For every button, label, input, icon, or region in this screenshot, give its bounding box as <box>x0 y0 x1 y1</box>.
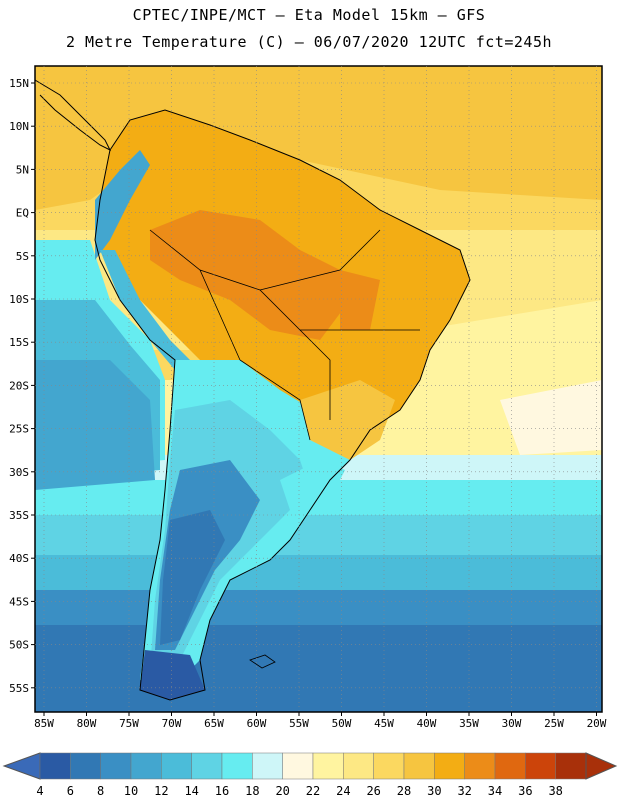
colorbar-cell <box>494 752 526 780</box>
map-frame <box>34 65 603 713</box>
colorbar-level-label: 12 <box>154 784 168 798</box>
colorbar-cell <box>373 752 405 780</box>
atlantic-light <box>500 380 602 455</box>
colorbar-cell <box>464 752 496 780</box>
caribbean-warm <box>35 66 602 210</box>
lon-tick-label: 80W <box>77 717 97 730</box>
colorbar-level-label: 6 <box>67 784 74 798</box>
colorbar: 4 6 8 10 12 14 16 18 20 22 24 26 28 30 32 34 36 38 <box>2 752 618 798</box>
lat-tick-label: 5N <box>16 163 29 176</box>
colorbar-cell <box>252 752 283 780</box>
colorbar-level-label: 24 <box>336 784 350 798</box>
lon-tick-label: 20W <box>587 717 607 730</box>
colorbar-cell <box>191 752 223 780</box>
colorbar-level-label: 10 <box>124 784 138 798</box>
lat-tick-label: 35S <box>9 509 29 522</box>
colorbar-cell <box>39 752 71 780</box>
lat-tick-label: 20S <box>9 379 29 392</box>
colorbar-level-label: 4 <box>36 784 43 798</box>
lat-tick-label: 25S <box>9 423 29 436</box>
andes-north <box>95 150 150 260</box>
colorbar-cell <box>70 752 101 780</box>
lon-tick-label: 65W <box>204 717 224 730</box>
lat-lon-grid <box>35 66 602 712</box>
colorbar-level-label: 26 <box>366 784 380 798</box>
chart-title-line-2: 2 Metre Temperature (C) – 06/07/2020 12U… <box>65 33 553 51</box>
lon-tick-label: 60W <box>247 717 267 730</box>
colorbar-cell <box>282 752 314 780</box>
lon-tick-label: 25W <box>544 717 564 730</box>
lon-tick-label: 85W <box>34 717 54 730</box>
colorbar-cell <box>161 752 192 780</box>
colorbar-over-arrow <box>585 752 618 780</box>
colorbar-cells <box>39 752 587 780</box>
colorbar-level-label: 28 <box>397 784 411 798</box>
colorbar-cell <box>525 752 556 780</box>
band-12-14 <box>35 515 602 560</box>
colorbar-cell <box>312 752 344 780</box>
lon-tick-label: 45W <box>374 717 394 730</box>
colorbar-level-label: 38 <box>548 784 562 798</box>
colorbar-level-label: 20 <box>275 784 289 798</box>
lat-tick-label: 10N <box>9 120 29 133</box>
colorbar-cell <box>434 752 465 780</box>
lon-tick-label: 30W <box>502 717 522 730</box>
lon-tick-label: 70W <box>162 717 182 730</box>
chart-title-line-1: CPTEC/INPE/MCT – Eta Model 15km – GFS <box>132 6 486 24</box>
lon-tick-label: 50W <box>332 717 352 730</box>
colorbar-under-arrow <box>2 752 41 780</box>
lat-tick-label: 40S <box>9 552 29 565</box>
colorbar-cell <box>221 752 253 780</box>
lon-tick-label: 75W <box>119 717 139 730</box>
longitude-tick-labels: 85W 80W 75W 70W 65W 60W 55W 50W 45W 40W 35W 30W 25W 2… <box>34 712 607 730</box>
colorbar-level-label: 34 <box>488 784 502 798</box>
colorbar-cell <box>403 752 435 780</box>
band-6-8 <box>35 625 602 712</box>
band-10-12 <box>35 555 602 595</box>
lon-tick-label: 35W <box>459 717 479 730</box>
country-borders <box>149 229 420 441</box>
colorbar-level-label: 32 <box>457 784 471 798</box>
lat-tick-label: EQ <box>16 207 29 220</box>
lon-tick-label: 55W <box>289 717 309 730</box>
central-america-coast <box>34 79 112 152</box>
pacific-colder <box>35 360 155 490</box>
colorbar-level-label: 16 <box>215 784 229 798</box>
colorbar-level-label: 14 <box>184 784 198 798</box>
lon-tick-label: 40W <box>417 717 437 730</box>
colorbar-level-label: 8 <box>97 784 104 798</box>
uruguay-cool <box>280 460 345 510</box>
patagonia-coldest <box>160 510 225 645</box>
colorbar-labels: 4 6 8 10 12 14 16 18 20 22 24 26 28 30 32 34 36 38 <box>36 784 563 798</box>
colorbar-cell <box>555 752 587 780</box>
amazon-hottest <box>150 210 350 340</box>
coastline <box>94 109 471 701</box>
latitude-tick-labels: 15N 10N 5N EQ 5S 10S 15S 20S 25S 30S 35S 40S 45S 50S 5… <box>9 77 35 695</box>
andes-central <box>100 250 190 370</box>
lat-tick-label: 5S <box>16 250 29 263</box>
southeast-brazil <box>300 380 395 460</box>
colorbar-cell <box>130 752 162 780</box>
band-8-10 <box>35 590 602 630</box>
lat-tick-label: 15S <box>9 336 29 349</box>
colorbar-cell <box>343 752 374 780</box>
central-brazil-hot <box>340 270 380 330</box>
tierra-del-fuego <box>140 650 205 700</box>
lat-tick-label: 45S <box>9 595 29 608</box>
lat-tick-label: 30S <box>9 466 29 479</box>
colorbar-level-label: 22 <box>306 784 320 798</box>
colorbar-cell <box>100 752 132 780</box>
colorbar-level-label: 30 <box>427 784 441 798</box>
lat-tick-label: 15N <box>9 77 29 90</box>
colorbar-level-label: 18 <box>245 784 259 798</box>
temperature-field <box>35 66 602 712</box>
temperature-map: 15N 10N 5N EQ 5S 10S 15S 20S 25S 30S 35S 40S 45S 50S 5… <box>9 65 607 730</box>
lat-tick-label: 10S <box>9 293 29 306</box>
lat-tick-label: 50S <box>9 639 29 652</box>
colorbar-level-label: 36 <box>518 784 532 798</box>
lat-tick-label: 55S <box>9 682 29 695</box>
